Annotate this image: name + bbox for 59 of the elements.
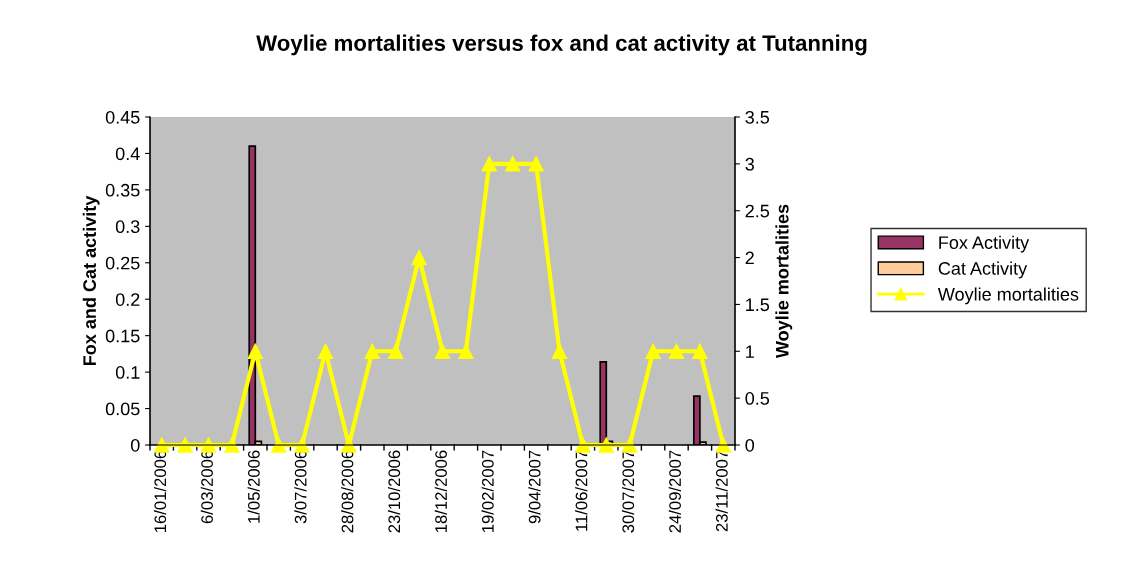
point — [528, 156, 544, 172]
x-tick-label: 23/11/2007 — [715, 450, 728, 532]
point — [481, 156, 497, 172]
point — [692, 343, 708, 359]
y2-tick-label: 2 — [745, 251, 754, 265]
legend-label: Fox Activity — [939, 235, 1030, 253]
point — [668, 343, 685, 359]
y-tick-label: 0.1 — [115, 366, 140, 379]
point — [458, 343, 474, 359]
x-tick-label: 6/03/2006 — [200, 450, 213, 524]
y2-tick-label: 3 — [745, 157, 754, 171]
x-tick-label: 23/10/2006 — [387, 450, 401, 533]
y-tick-label: 0.05 — [105, 402, 140, 416]
legend-label: Cat Activity — [938, 261, 1028, 279]
x-tick-label: 28/08/2006 — [341, 450, 354, 533]
point — [200, 437, 217, 453]
y2-tick-label: 1.5 — [746, 298, 770, 312]
point — [154, 437, 170, 453]
point — [505, 156, 521, 172]
point — [247, 343, 263, 359]
point — [364, 343, 380, 359]
x-tick-label: 19/02/2007 — [481, 450, 494, 532]
point — [645, 343, 661, 359]
point — [388, 343, 404, 359]
x-tick-label: 1/05/2006 — [247, 450, 260, 523]
point — [434, 343, 451, 359]
y2-tick-label: 0.5 — [745, 392, 770, 405]
x-tick-label: 30/07/2007 — [621, 450, 635, 533]
point — [271, 437, 287, 453]
y-tick-label: 0.15 — [105, 329, 140, 343]
x-tick-label: 16/01/2006 — [153, 450, 167, 532]
chart-title: Woylie mortalities versus fox and cat activity at Tutanning — [256, 34, 867, 56]
y-tick-label: 0.25 — [105, 256, 140, 270]
y2-tick-label: 2.5 — [745, 204, 770, 218]
point — [411, 249, 427, 266]
point — [598, 437, 614, 453]
point — [551, 343, 568, 359]
y-tick-label: 0.35 — [105, 183, 140, 197]
y2-axis-title: Woylie mortalities — [775, 204, 793, 359]
y-tick-label: 0.3 — [115, 220, 140, 234]
point — [317, 343, 334, 359]
y-tick-label: 0.4 — [115, 147, 140, 161]
x-tick-label: 24/09/2007 — [668, 450, 681, 533]
y-tick-label: 0.2 — [115, 293, 140, 306]
x-tick-label: 9/04/2007 — [528, 450, 541, 524]
y-axis-title: Fox and Cat activity — [82, 195, 100, 366]
x-tick-label: 3/07/2006 — [294, 450, 307, 524]
y2-tick-label: 0 — [745, 438, 755, 452]
point — [294, 437, 310, 453]
y-tick-label: 0 — [130, 438, 140, 452]
y2-tick-label: 1 — [746, 345, 754, 358]
x-tick-label: 11/06/2007 — [575, 450, 588, 531]
legend-label: Woylie mortalities — [937, 287, 1079, 305]
y2-tick-label: 3.5 — [745, 110, 770, 124]
point — [622, 437, 638, 453]
point — [177, 437, 193, 453]
y-tick-label: 0.45 — [105, 110, 140, 124]
x-tick-label: 18/12/2006 — [434, 450, 447, 532]
point — [224, 437, 240, 453]
